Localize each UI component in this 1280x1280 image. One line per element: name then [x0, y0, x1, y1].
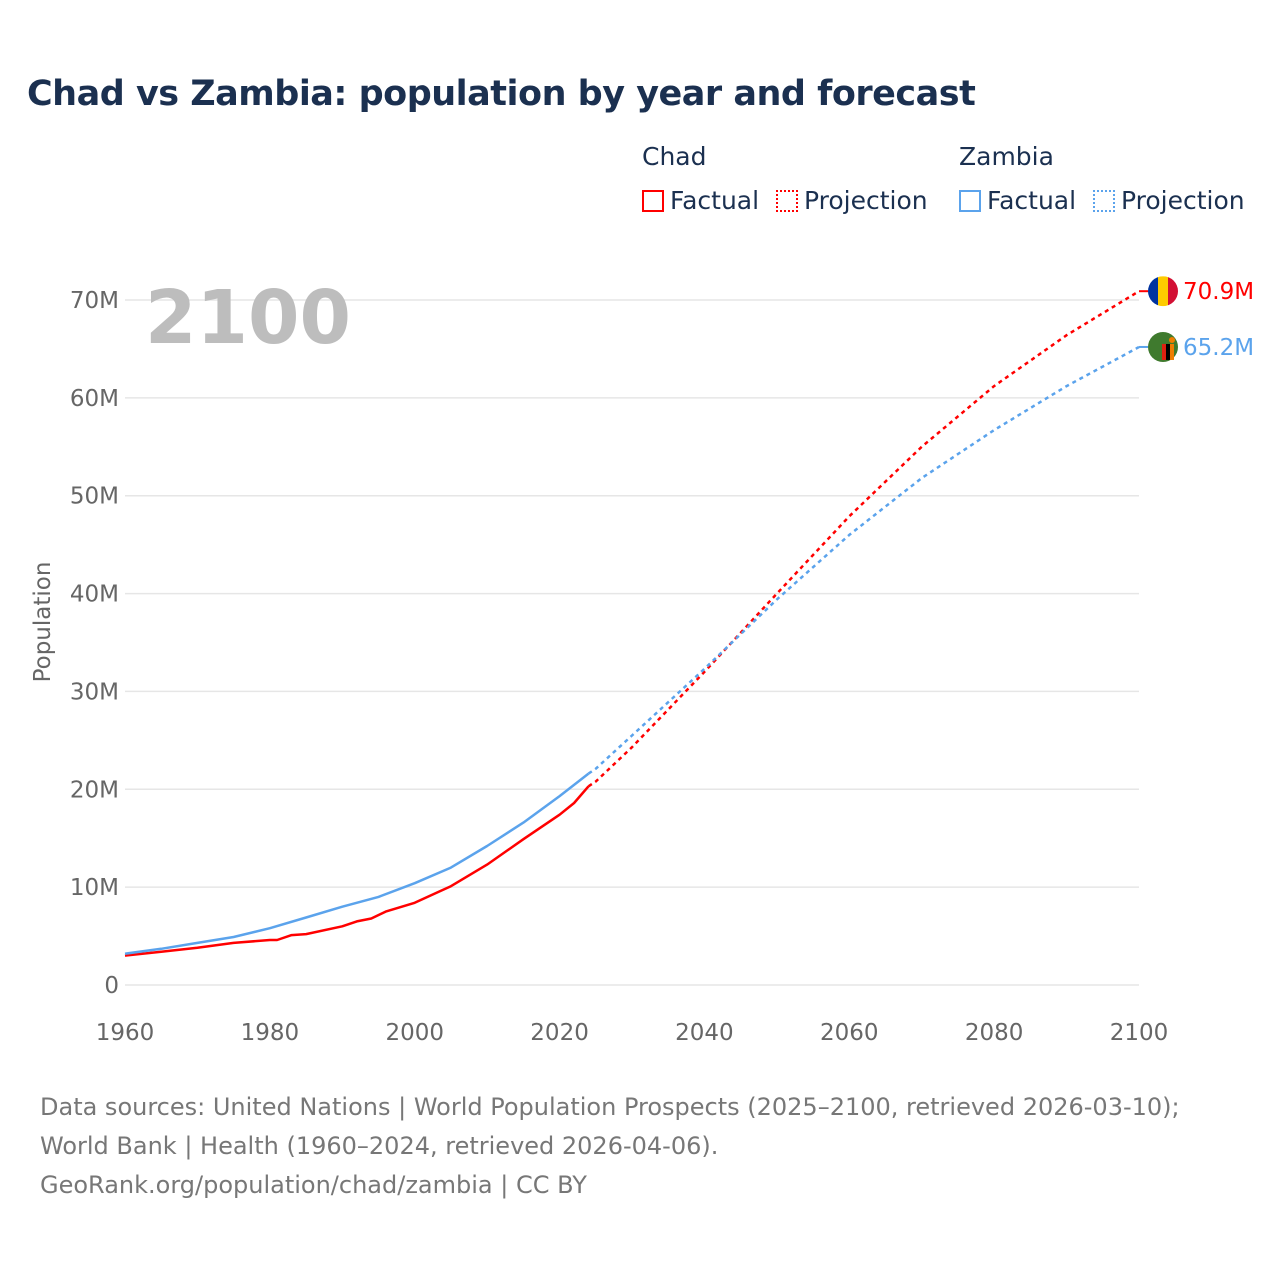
x-tick-label: 1960	[96, 1020, 155, 1046]
y-tick-label: 70M	[70, 288, 119, 314]
legend-group-chad: Chad	[642, 142, 707, 171]
legend-label: Factual	[670, 186, 760, 215]
x-tick-label: 2080	[965, 1020, 1024, 1046]
flag-stripe	[1170, 343, 1174, 360]
x-tick-label: 2040	[675, 1020, 734, 1046]
zambia-end-label: 65.2M	[1183, 335, 1254, 361]
legend-label: Projection	[1121, 186, 1245, 215]
flag-eagle	[1169, 336, 1175, 343]
flag-stripe	[1168, 276, 1178, 307]
credit-link[interactable]: GeoRank.org/population/chad/zambia | CC …	[40, 1171, 587, 1199]
legend-label: Factual	[987, 186, 1077, 215]
legend-group-zambia: Zambia	[959, 142, 1054, 171]
y-tick-label: 60M	[70, 386, 119, 412]
footer: Data sources: United Nations | World Pop…	[40, 1088, 1240, 1205]
flag-stripe	[1148, 276, 1158, 307]
zambia-projection-line	[587, 345, 1140, 775]
legend-chad-factual[interactable]: Factual	[642, 186, 759, 215]
zambia-flag-icon	[1148, 331, 1178, 362]
data-sources: Data sources: United Nations | World Pop…	[40, 1093, 1180, 1160]
x-tick-label: 2060	[820, 1020, 879, 1046]
flag-stripe	[1158, 276, 1168, 307]
flag-stripe	[1162, 343, 1166, 360]
x-tick-label: 2000	[385, 1020, 444, 1046]
legend-swatch-dotted	[776, 189, 798, 212]
legend-swatch-solid	[642, 189, 664, 212]
chad-projection-line	[587, 290, 1140, 788]
x-tick-label: 2100	[1110, 1020, 1169, 1046]
legend-swatch-dotted	[1093, 189, 1115, 212]
y-tick-label: 50M	[70, 484, 119, 510]
y-axis-label: Population	[30, 562, 56, 683]
legend-zambia-factual[interactable]: Factual	[959, 186, 1076, 215]
legend-swatch-solid	[959, 189, 981, 212]
y-tick-label: 20M	[70, 777, 119, 803]
y-tick-label: 30M	[70, 679, 119, 705]
y-tick-label: 40M	[70, 582, 119, 608]
year-label: 2100	[145, 275, 351, 361]
chad-flag-icon	[1148, 276, 1178, 307]
chad-end-label: 70.9M	[1183, 279, 1254, 305]
legend-zambia-projection[interactable]: Projection	[1093, 186, 1245, 215]
x-tick-label: 1980	[241, 1020, 300, 1046]
zambia-factual-line	[124, 772, 590, 955]
legend-label: Projection	[804, 186, 928, 215]
chart-title: Chad vs Zambia: population by year and f…	[27, 74, 976, 114]
y-tick-label: 0	[104, 973, 119, 999]
chart-plot: 0 10M 20M 30M 40M 50M 60M 70M 1960 1980 2000 2020 20…	[30, 275, 1254, 1046]
chad-factual-line	[124, 785, 590, 957]
flag-stripe	[1166, 343, 1170, 360]
y-tick-label: 10M	[70, 875, 119, 901]
legend-chad-projection[interactable]: Projection	[776, 186, 928, 215]
x-tick-label: 2020	[530, 1020, 589, 1046]
